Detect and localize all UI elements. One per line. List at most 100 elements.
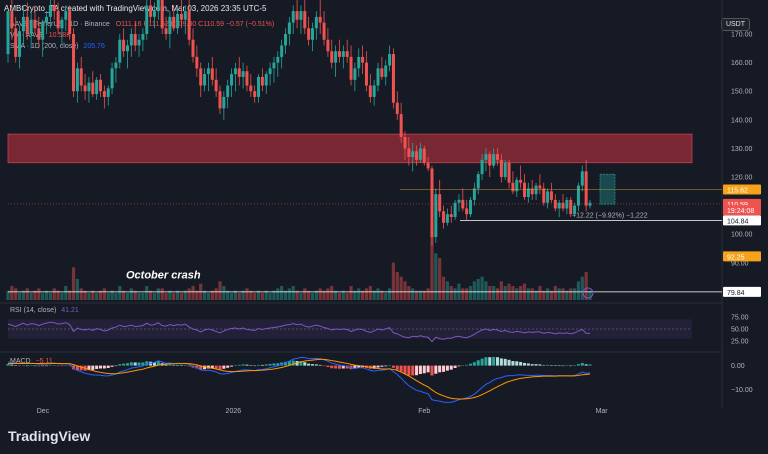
candle-body xyxy=(561,202,565,209)
macd-histogram-bar xyxy=(172,365,176,366)
candle-body xyxy=(79,68,83,86)
candle-body xyxy=(284,34,288,46)
macd-histogram-bar xyxy=(299,361,303,366)
volume-bar xyxy=(87,293,91,300)
volume-bar xyxy=(565,290,569,300)
candle-body xyxy=(276,56,280,63)
resistance-zone xyxy=(7,133,693,164)
macd-histogram-bar xyxy=(218,365,222,370)
volume-bar xyxy=(164,293,168,300)
volume-bar xyxy=(357,288,361,300)
macd-histogram-bar xyxy=(349,365,353,370)
candle-body xyxy=(546,191,550,203)
volume-legend[interactable]: Vol · AAVE 10.58K xyxy=(10,32,71,39)
macd-histogram-bar xyxy=(133,362,137,366)
volume-bar xyxy=(411,288,415,300)
candle-body xyxy=(449,214,453,218)
volume-bar xyxy=(387,288,392,300)
ohlc-values: O111.16 H111.52 L109.30 C110.59 −0.57 (−… xyxy=(115,21,275,28)
macd-histogram-bar xyxy=(495,357,499,366)
candle-body xyxy=(14,28,18,57)
volume-bar xyxy=(360,290,365,300)
volume-bar xyxy=(95,293,99,300)
price-tag-label: 104.84 xyxy=(727,218,749,225)
volume-bar xyxy=(256,290,261,300)
macd-histogram-bar xyxy=(268,363,272,366)
macd-histogram-bar xyxy=(52,365,56,366)
candle-body xyxy=(64,11,68,20)
candle-body xyxy=(434,194,438,238)
macd-histogram-bar xyxy=(465,364,469,366)
candle-body xyxy=(334,51,338,63)
candle-body xyxy=(33,19,37,29)
volume-bar xyxy=(125,293,130,300)
macd-histogram-bar xyxy=(461,365,465,366)
volume-bar xyxy=(17,293,22,300)
volume-bar xyxy=(307,290,311,300)
candle-body xyxy=(226,85,230,97)
volume-bar xyxy=(44,290,49,300)
candle-body xyxy=(357,56,361,69)
macd-histogram-bar xyxy=(41,365,45,367)
volume-bar xyxy=(364,288,369,300)
volume-bar xyxy=(449,286,453,300)
macd-histogram-bar xyxy=(230,365,234,367)
candle-body xyxy=(106,88,110,97)
candle-body xyxy=(21,16,25,32)
volume-bar xyxy=(114,293,118,300)
volume-bar xyxy=(384,293,388,300)
macd-histogram-bar xyxy=(399,365,403,372)
candle-body xyxy=(45,16,49,23)
candle-body xyxy=(522,182,526,198)
candle-body xyxy=(206,68,210,75)
candle-body xyxy=(519,179,523,183)
macd-histogram-bar xyxy=(291,360,295,366)
macd-histogram-bar xyxy=(137,362,141,366)
volume-bar xyxy=(253,293,257,300)
macd-legend[interactable]: MACD −5.11 xyxy=(10,358,53,365)
candle-body xyxy=(83,85,87,92)
macd-histogram-bar xyxy=(314,364,318,366)
price-tick-label: 140.00 xyxy=(731,117,753,124)
rsi-legend[interactable]: RSI (14, close) 41.21 xyxy=(10,307,79,314)
candle-body xyxy=(60,19,64,29)
sma-legend[interactable]: SMA · 1D (200, close) 205.76 xyxy=(10,43,105,50)
candle-body xyxy=(291,11,295,23)
symbol-legend[interactable]: AAVE / TetherUS · 1D · Binance O111.16 H… xyxy=(10,21,274,28)
volume-bar xyxy=(515,288,519,300)
macd-histogram-bar xyxy=(187,365,191,367)
candle-body xyxy=(503,162,507,178)
macd-histogram-bar xyxy=(538,364,542,366)
macd-histogram-bar xyxy=(214,365,218,369)
candle-body xyxy=(426,162,430,169)
time-axis-label: Dec xyxy=(37,408,50,415)
currency-selector[interactable]: USDT xyxy=(720,18,750,31)
volume-bar xyxy=(206,293,211,300)
volume-bar xyxy=(519,286,523,300)
volume-bar xyxy=(168,290,172,300)
candle-body xyxy=(337,51,341,57)
candle-body xyxy=(176,14,180,29)
volume-bar xyxy=(465,288,469,300)
symbol-label: AAVE / TetherUS · 1D · Binance xyxy=(10,21,110,28)
candle-body xyxy=(72,34,76,92)
candle-body xyxy=(492,154,496,166)
volume-bar xyxy=(75,279,79,300)
macd-histogram-bar xyxy=(391,365,395,368)
candle-body xyxy=(557,202,561,209)
candle-body xyxy=(415,151,419,160)
candle-body xyxy=(52,5,56,12)
macd-histogram-bar xyxy=(434,365,438,374)
volume-bar xyxy=(391,262,396,300)
candle-body xyxy=(318,16,322,23)
candle-body xyxy=(345,51,349,57)
candle-body xyxy=(438,194,442,212)
candle-body xyxy=(565,199,569,209)
macd-histogram-bar xyxy=(580,362,584,366)
volume-bar xyxy=(399,276,403,300)
macd-histogram-bar xyxy=(457,365,461,367)
macd-histogram-bar xyxy=(549,365,553,366)
volume-bar xyxy=(14,288,18,300)
macd-histogram-bar xyxy=(6,363,10,366)
